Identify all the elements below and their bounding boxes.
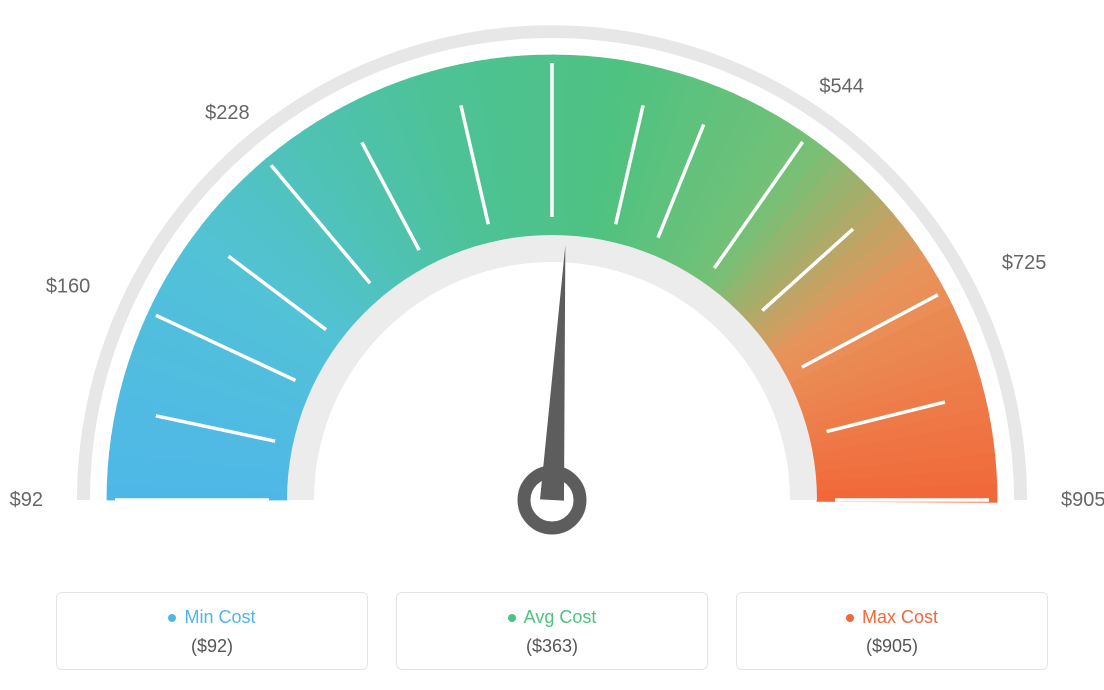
legend-title-min: Min Cost (168, 607, 255, 628)
legend-value-min: ($92) (57, 636, 367, 657)
gauge-svg: $92$160$228$363$544$725$905 (0, 0, 1104, 560)
legend-label-min: Min Cost (184, 607, 255, 628)
svg-text:$544: $544 (819, 75, 864, 97)
svg-text:$905: $905 (1061, 489, 1104, 511)
svg-text:$725: $725 (1002, 252, 1047, 274)
svg-text:$228: $228 (205, 102, 250, 124)
legend-box-min: Min Cost ($92) (56, 592, 368, 670)
legend-label-max: Max Cost (862, 607, 938, 628)
legend-title-avg: Avg Cost (508, 607, 597, 628)
legend-dot-max (846, 614, 854, 622)
legend-value-max: ($905) (737, 636, 1047, 657)
gauge-area: $92$160$228$363$544$725$905 (0, 0, 1104, 560)
legend-dot-avg (508, 614, 516, 622)
legend-title-max: Max Cost (846, 607, 938, 628)
svg-text:$92: $92 (10, 489, 43, 511)
legend-dot-min (168, 614, 176, 622)
svg-text:$160: $160 (46, 276, 91, 298)
legend-box-avg: Avg Cost ($363) (396, 592, 708, 670)
legend-box-max: Max Cost ($905) (736, 592, 1048, 670)
cost-gauge-chart: $92$160$228$363$544$725$905 Min Cost ($9… (0, 0, 1104, 690)
legend-row: Min Cost ($92) Avg Cost ($363) Max Cost … (0, 592, 1104, 670)
legend-value-avg: ($363) (397, 636, 707, 657)
legend-label-avg: Avg Cost (524, 607, 597, 628)
